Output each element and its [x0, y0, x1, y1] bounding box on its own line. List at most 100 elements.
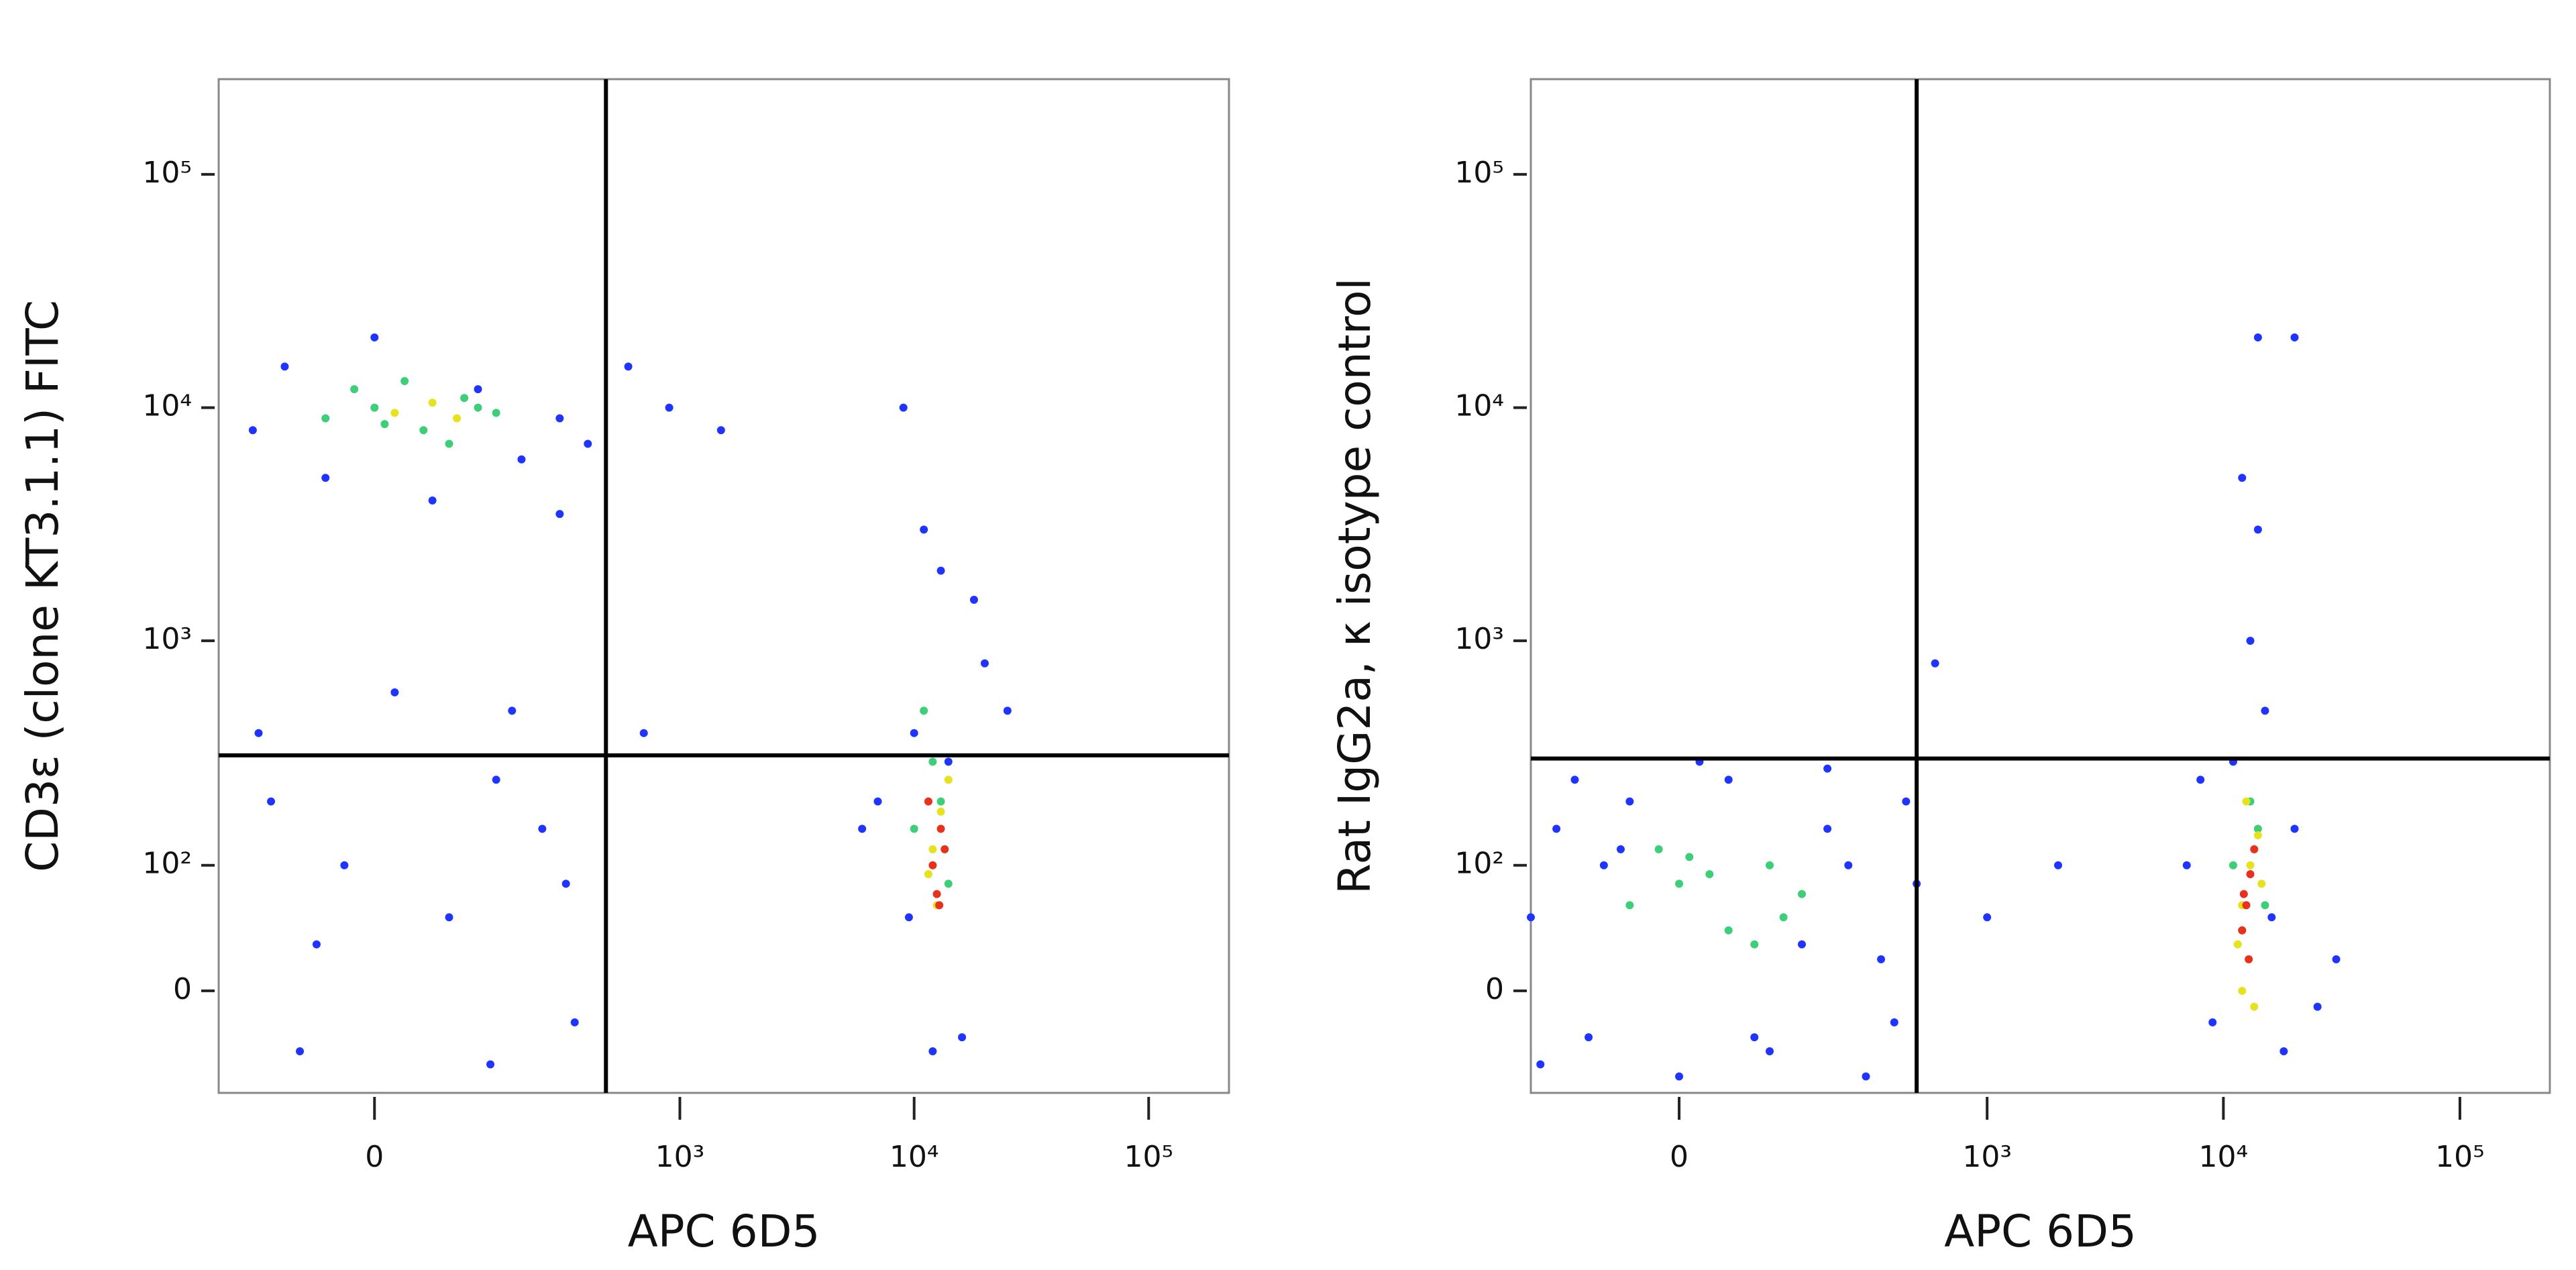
- event-dot: [639, 729, 648, 737]
- event-dot: [910, 825, 918, 833]
- event-dot: [2261, 706, 2269, 715]
- event-dot: [370, 333, 379, 341]
- event-dot: [390, 688, 399, 696]
- event-dot: [555, 510, 564, 519]
- event-dot: [492, 776, 500, 784]
- event-dot: [453, 414, 462, 423]
- event-dot: [858, 825, 867, 833]
- event-dot: [910, 729, 918, 737]
- event-dot: [419, 426, 428, 435]
- event-dot: [936, 825, 945, 833]
- event-dot: [2250, 1002, 2259, 1011]
- event-dot: [380, 420, 389, 429]
- event-dot: [873, 797, 882, 806]
- event-dot: [936, 566, 945, 575]
- plot-frame: [217, 78, 1230, 1094]
- event-dot: [1585, 1033, 1593, 1042]
- event-dot: [920, 706, 928, 715]
- event-dot: [928, 861, 937, 869]
- event-dot: [1798, 890, 1807, 898]
- event-dot: [716, 426, 725, 435]
- x-tick-label: 10⁵: [1124, 1140, 1173, 1174]
- y-tick-label: 10⁵: [1454, 156, 1504, 190]
- event-dot: [624, 362, 633, 371]
- x-tick-label: 10³: [1962, 1140, 2012, 1174]
- event-dot: [2253, 333, 2262, 341]
- event-dot: [1750, 940, 1759, 949]
- event-dot: [2253, 825, 2262, 833]
- event-dot: [2054, 861, 2063, 869]
- event-dot: [1890, 1018, 1898, 1026]
- event-dot: [492, 409, 500, 417]
- event-dot: [1931, 659, 1939, 668]
- event-dot: [2242, 797, 2251, 806]
- x-axis-title: APC 6D5: [1944, 1206, 2137, 1257]
- event-dot: [958, 1033, 967, 1042]
- y-axis-title: CD3ε (clone KT3.1.1) FITC: [17, 300, 68, 872]
- y-tick-label: 0: [173, 972, 192, 1006]
- event-dot: [2246, 637, 2255, 645]
- event-dot: [1983, 913, 1992, 922]
- plot-frame: [1529, 78, 2551, 1094]
- event-dot: [428, 399, 437, 407]
- event-dot: [486, 1060, 495, 1069]
- event-dot: [296, 1047, 305, 1056]
- event-dot: [2239, 890, 2248, 898]
- event-dot: [2229, 861, 2237, 869]
- y-tick-label: 10²: [142, 847, 192, 881]
- event-dot: [2208, 1018, 2217, 1026]
- event-dot: [2233, 940, 2242, 949]
- event-dot: [2279, 1047, 2288, 1056]
- event-dot: [1616, 845, 1625, 853]
- event-dot: [1798, 940, 1807, 949]
- y-tick-label: 10⁴: [142, 389, 192, 423]
- event-dot: [1823, 825, 1832, 833]
- event-dot: [928, 845, 937, 853]
- event-dot: [508, 706, 517, 715]
- event-dot: [936, 807, 945, 816]
- event-dot: [1685, 853, 1694, 861]
- event-dot: [254, 729, 263, 737]
- event-dot: [474, 403, 482, 412]
- y-tick-label: 10²: [1454, 847, 1504, 881]
- event-dot: [1570, 776, 1579, 784]
- event-dot: [460, 394, 469, 403]
- event-dot: [248, 426, 257, 435]
- y-tick-label: 10⁴: [1454, 389, 1504, 423]
- event-dot: [561, 880, 570, 888]
- event-dot: [2196, 776, 2205, 784]
- event-dot: [445, 913, 453, 922]
- event-dot: [2238, 986, 2247, 995]
- event-dot: [2290, 333, 2299, 341]
- event-dot: [312, 940, 321, 949]
- event-dot: [1877, 955, 1886, 963]
- event-dot: [321, 474, 330, 482]
- event-dot: [928, 757, 937, 766]
- event-dot: [936, 797, 945, 806]
- y-tick-label: 10³: [1454, 622, 1504, 656]
- event-dot: [2182, 861, 2191, 869]
- event-dot: [904, 913, 913, 922]
- x-tick-label: 0: [365, 1140, 384, 1174]
- y-tick-label: 10⁵: [142, 156, 192, 190]
- event-dot: [2332, 955, 2341, 963]
- event-dot: [2257, 880, 2266, 888]
- event-dot: [665, 403, 674, 412]
- event-dot: [928, 1047, 937, 1056]
- event-dot: [932, 890, 941, 898]
- event-dot: [2313, 1002, 2322, 1011]
- event-dot: [969, 595, 978, 604]
- event-dot: [1625, 901, 1634, 910]
- event-dot: [1766, 861, 1774, 869]
- x-tick-label: 10³: [655, 1140, 705, 1174]
- event-dot: [428, 496, 437, 505]
- event-dot: [445, 439, 453, 448]
- x-axis-title: APC 6D5: [628, 1206, 820, 1257]
- event-dot: [1724, 926, 1733, 935]
- event-dot: [266, 797, 275, 806]
- y-tick-label: 10³: [142, 622, 192, 656]
- event-dot: [1003, 706, 1012, 715]
- x-tick-label: 0: [1670, 1140, 1688, 1174]
- event-dot: [1675, 1072, 1684, 1081]
